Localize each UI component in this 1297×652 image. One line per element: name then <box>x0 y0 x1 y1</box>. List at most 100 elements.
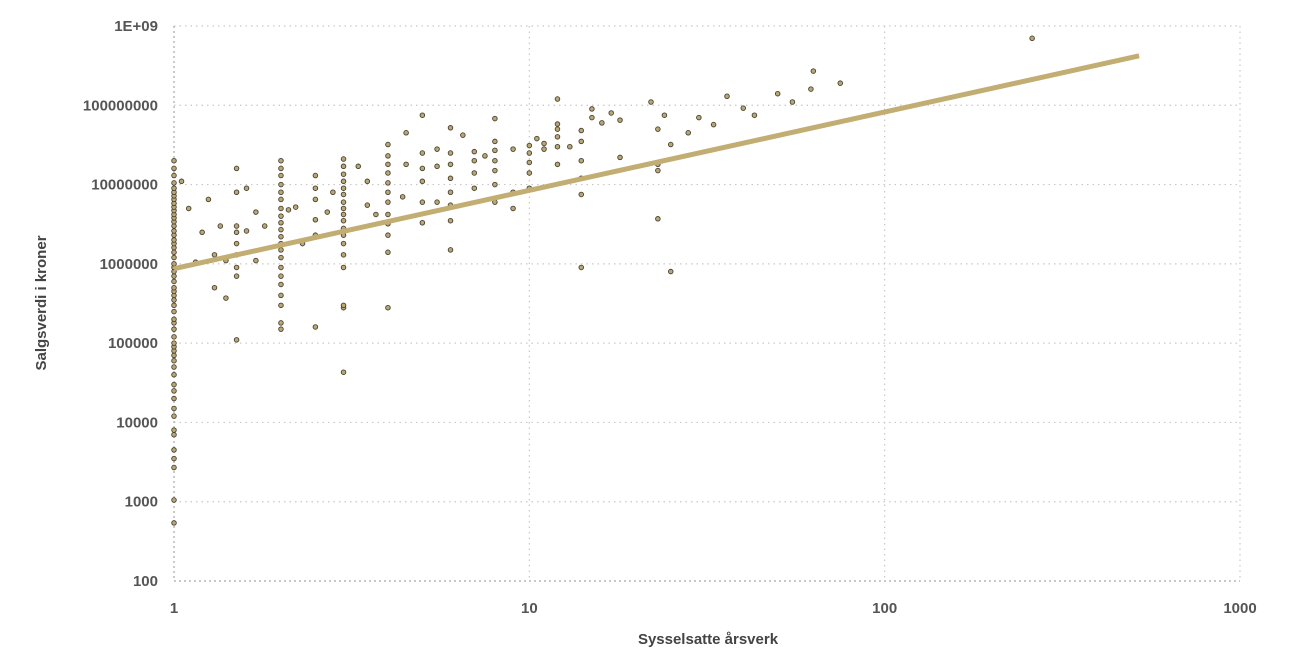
data-point <box>278 219 284 226</box>
data-point <box>211 284 218 291</box>
data-point <box>171 381 177 388</box>
data-point <box>278 205 284 212</box>
data-point <box>340 163 347 170</box>
data-point <box>471 170 478 176</box>
axes <box>173 26 1240 582</box>
data-point <box>385 249 391 256</box>
data-point <box>340 369 347 375</box>
data-point <box>340 191 347 198</box>
data-point <box>340 178 347 185</box>
data-point <box>661 112 668 118</box>
data-point <box>667 141 674 148</box>
data-point <box>340 171 347 177</box>
data-point <box>278 254 284 261</box>
data-point <box>447 217 454 224</box>
data-point <box>233 264 240 271</box>
data-point <box>312 217 319 223</box>
y-tick-label: 1000000 <box>100 256 158 273</box>
data-point <box>171 172 177 179</box>
data-point <box>340 199 347 205</box>
x-tick-labels: 1 10 100 1000 <box>170 600 1257 617</box>
data-point <box>253 257 259 264</box>
data-point <box>340 185 347 191</box>
data-point <box>278 226 284 233</box>
data-point <box>578 264 585 271</box>
data-point <box>567 143 573 150</box>
data-point <box>492 147 498 154</box>
data-point <box>447 247 454 253</box>
data-point <box>810 68 817 74</box>
data-point <box>171 447 177 453</box>
data-point <box>385 161 391 168</box>
data-point <box>617 117 623 123</box>
trendline-group <box>173 53 1140 272</box>
data-point <box>340 252 347 258</box>
data-point <box>233 223 240 229</box>
data-point <box>233 240 240 247</box>
x-axis-title: Sysselsatte årsverk <box>638 631 779 648</box>
data-point <box>292 204 299 210</box>
data-point <box>178 178 185 185</box>
data-point <box>171 249 177 256</box>
data-point <box>340 302 347 309</box>
data-point <box>373 211 379 218</box>
data-point <box>199 229 205 236</box>
data-point <box>471 157 478 164</box>
data-point <box>171 364 177 370</box>
data-point <box>233 273 240 279</box>
data-point <box>171 273 177 279</box>
data-point <box>243 185 250 191</box>
data-point <box>278 181 284 188</box>
data-point <box>171 520 177 526</box>
data-point <box>171 334 177 340</box>
y-tick-label: 10000000 <box>91 177 158 194</box>
data-point <box>171 388 177 394</box>
data-point <box>399 194 406 200</box>
data-point <box>774 90 781 97</box>
data-point <box>1029 35 1035 42</box>
data-point <box>492 167 498 174</box>
data-point <box>419 165 426 172</box>
data-point <box>578 157 585 164</box>
data-point <box>808 86 814 92</box>
data-point <box>554 96 561 102</box>
x-tick-label: 100 <box>872 600 897 617</box>
data-point <box>789 99 796 105</box>
data-point <box>685 130 691 136</box>
data-point <box>278 213 284 219</box>
data-point <box>837 80 844 86</box>
data-point <box>492 157 498 164</box>
data-point <box>492 138 498 145</box>
data-point <box>171 357 177 364</box>
data-point <box>233 229 240 236</box>
data-point <box>667 268 674 275</box>
data-point <box>205 196 212 203</box>
data-point <box>385 180 391 186</box>
data-point <box>447 150 454 156</box>
data-point <box>340 211 347 218</box>
data-point <box>185 205 192 212</box>
data-point <box>419 112 426 118</box>
data-point <box>171 371 177 378</box>
data-point <box>526 150 533 156</box>
data-point <box>171 302 177 309</box>
data-point <box>278 292 284 299</box>
data-point <box>578 127 585 134</box>
data-point <box>385 170 391 176</box>
data-point <box>648 99 654 105</box>
data-point <box>385 141 391 148</box>
data-point <box>608 110 614 116</box>
data-point <box>447 189 454 196</box>
data-point <box>312 324 319 330</box>
data-point <box>578 191 585 198</box>
data-point <box>554 134 561 140</box>
data-point <box>278 273 284 279</box>
data-point <box>471 148 478 155</box>
data-point <box>324 209 331 215</box>
data-point <box>385 199 391 205</box>
data-point <box>340 205 347 212</box>
data-point <box>385 153 391 159</box>
data-point <box>171 157 177 164</box>
y-tick-label: 100000 <box>108 335 158 352</box>
